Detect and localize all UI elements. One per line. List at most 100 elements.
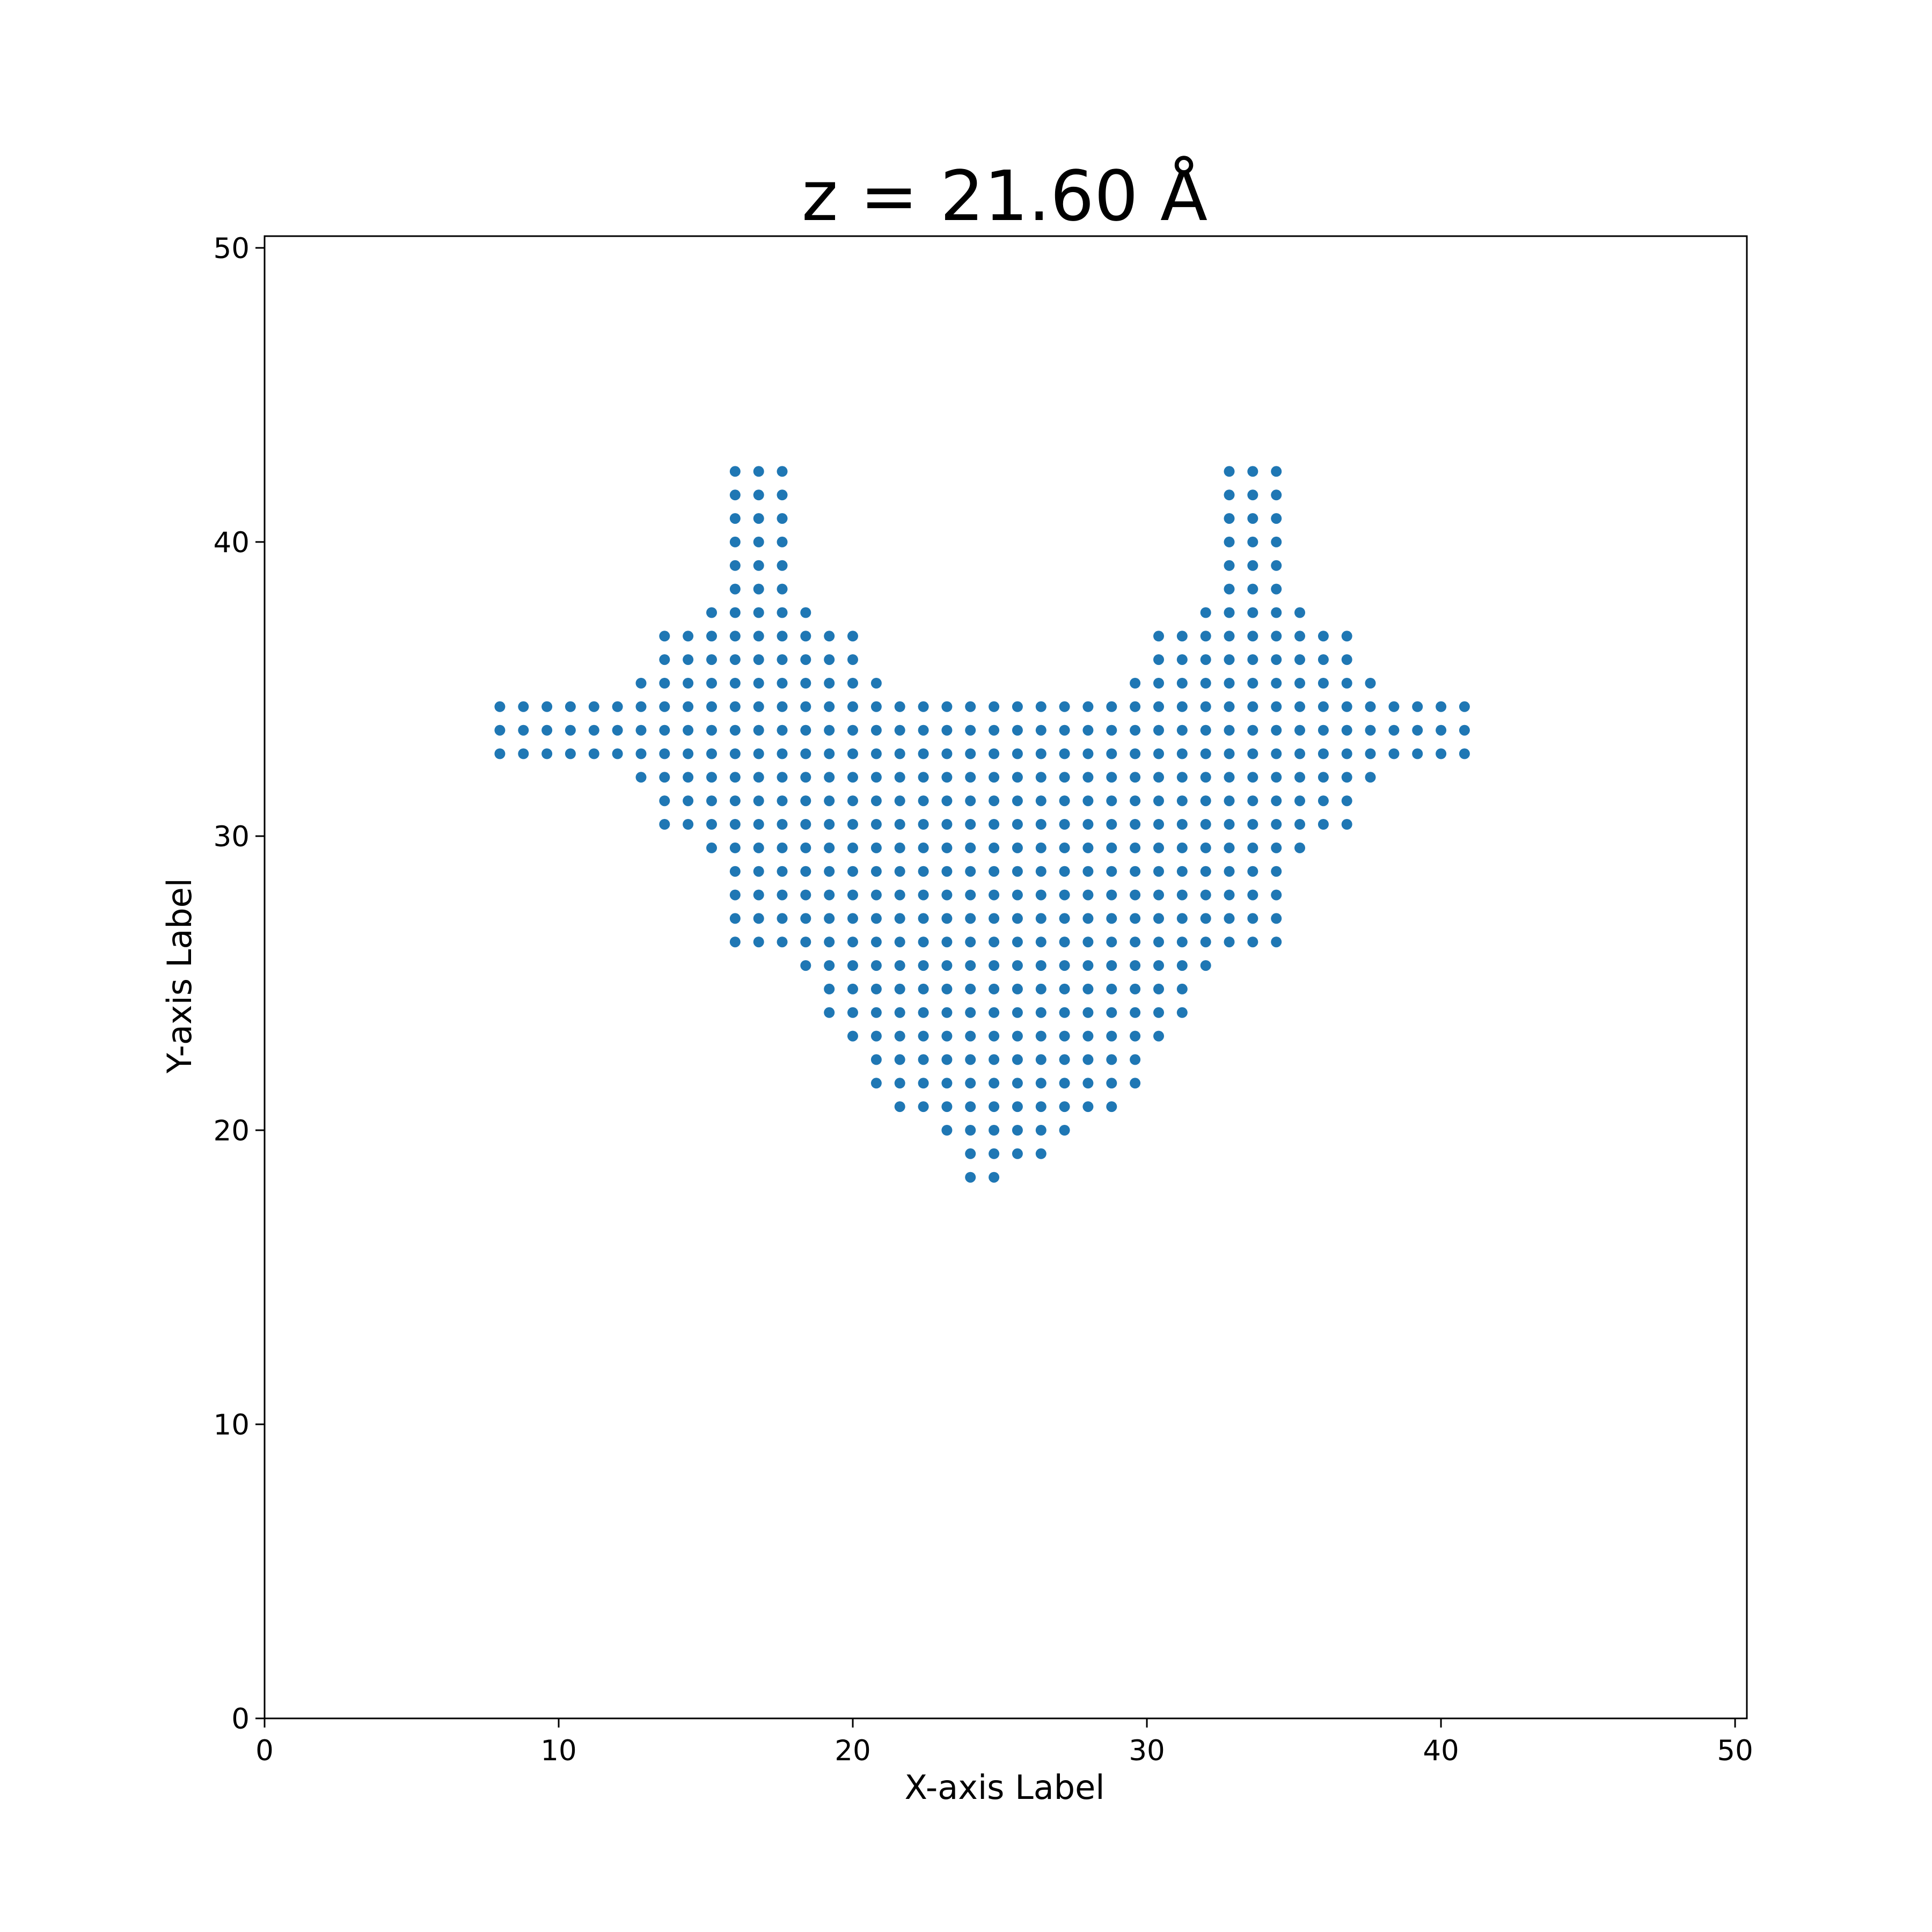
data-point bbox=[1035, 960, 1046, 971]
data-point bbox=[1130, 819, 1141, 830]
data-point bbox=[1224, 913, 1235, 924]
data-point bbox=[1082, 701, 1094, 712]
data-point bbox=[1012, 772, 1023, 783]
data-point bbox=[1082, 842, 1094, 853]
data-point bbox=[1224, 819, 1235, 830]
data-point bbox=[1341, 724, 1352, 736]
data-point bbox=[824, 983, 835, 994]
data-point bbox=[1012, 960, 1023, 971]
data-point bbox=[1247, 936, 1258, 948]
data-point bbox=[729, 795, 741, 807]
data-point bbox=[1247, 654, 1258, 665]
data-point bbox=[1153, 1007, 1164, 1018]
data-point bbox=[1035, 866, 1046, 877]
data-point bbox=[729, 513, 741, 524]
data-point bbox=[965, 1078, 976, 1089]
data-point bbox=[870, 795, 882, 807]
data-point bbox=[729, 466, 741, 477]
data-point bbox=[1200, 654, 1211, 665]
data-point bbox=[1082, 772, 1094, 783]
data-point bbox=[965, 1054, 976, 1065]
data-point bbox=[824, 842, 835, 853]
data-point bbox=[870, 678, 882, 689]
data-point bbox=[847, 960, 858, 971]
data-point bbox=[1012, 936, 1023, 948]
data-point bbox=[1106, 1101, 1117, 1113]
data-point bbox=[870, 724, 882, 736]
data-point bbox=[1247, 701, 1258, 712]
data-point bbox=[1012, 701, 1023, 712]
data-point bbox=[1035, 1078, 1046, 1089]
data-point bbox=[706, 631, 717, 642]
data-point bbox=[1153, 631, 1164, 642]
data-point bbox=[1388, 701, 1400, 712]
data-point bbox=[706, 701, 717, 712]
data-point bbox=[1176, 960, 1188, 971]
data-point bbox=[1271, 701, 1282, 712]
data-point bbox=[918, 748, 929, 759]
data-point bbox=[494, 701, 506, 712]
data-point bbox=[1341, 678, 1352, 689]
data-point bbox=[1059, 983, 1070, 994]
data-point bbox=[1012, 819, 1023, 830]
y-tick-label: 40 bbox=[214, 526, 250, 559]
data-point bbox=[894, 1007, 905, 1018]
data-point bbox=[1106, 1078, 1117, 1089]
data-point bbox=[1059, 724, 1070, 736]
data-point bbox=[847, 748, 858, 759]
data-point bbox=[800, 866, 811, 877]
data-point bbox=[1200, 772, 1211, 783]
data-point bbox=[1176, 819, 1188, 830]
data-point bbox=[1153, 724, 1164, 736]
data-point bbox=[824, 701, 835, 712]
data-point bbox=[1012, 889, 1023, 901]
data-point bbox=[1294, 701, 1305, 712]
data-point bbox=[894, 842, 905, 853]
x-tick-label: 50 bbox=[1717, 1735, 1753, 1767]
data-point bbox=[1059, 842, 1070, 853]
data-point bbox=[777, 607, 788, 618]
data-point bbox=[941, 889, 953, 901]
data-point bbox=[777, 678, 788, 689]
data-point bbox=[777, 866, 788, 877]
data-point bbox=[777, 936, 788, 948]
data-point bbox=[1318, 631, 1329, 642]
data-point bbox=[870, 748, 882, 759]
data-point bbox=[1318, 678, 1329, 689]
data-point bbox=[753, 724, 764, 736]
data-point bbox=[1035, 795, 1046, 807]
y-tick-label: 30 bbox=[214, 821, 250, 853]
data-point bbox=[1224, 748, 1235, 759]
data-point bbox=[1012, 1101, 1023, 1113]
data-point bbox=[1294, 654, 1305, 665]
data-point bbox=[1412, 701, 1423, 712]
data-point bbox=[1082, 889, 1094, 901]
data-point bbox=[1082, 1054, 1094, 1065]
data-point bbox=[753, 583, 764, 595]
data-point bbox=[941, 1007, 953, 1018]
data-point bbox=[1412, 724, 1423, 736]
data-point bbox=[1035, 889, 1046, 901]
data-point bbox=[1012, 748, 1023, 759]
data-point bbox=[965, 1148, 976, 1159]
data-point bbox=[1200, 936, 1211, 948]
data-point bbox=[541, 724, 553, 736]
data-point bbox=[1153, 983, 1164, 994]
data-point bbox=[518, 724, 529, 736]
data-point bbox=[706, 678, 717, 689]
y-tick-label: 20 bbox=[214, 1115, 250, 1147]
data-point bbox=[1271, 654, 1282, 665]
plot-frame bbox=[264, 235, 1748, 1719]
data-point bbox=[753, 772, 764, 783]
data-point bbox=[918, 724, 929, 736]
data-point bbox=[1200, 795, 1211, 807]
data-point bbox=[777, 842, 788, 853]
data-point bbox=[1082, 795, 1094, 807]
data-point bbox=[1271, 489, 1282, 501]
data-point bbox=[941, 866, 953, 877]
data-point bbox=[494, 724, 506, 736]
data-point bbox=[989, 1078, 1000, 1089]
data-point bbox=[659, 654, 670, 665]
data-point bbox=[1106, 772, 1117, 783]
data-point bbox=[1271, 936, 1282, 948]
